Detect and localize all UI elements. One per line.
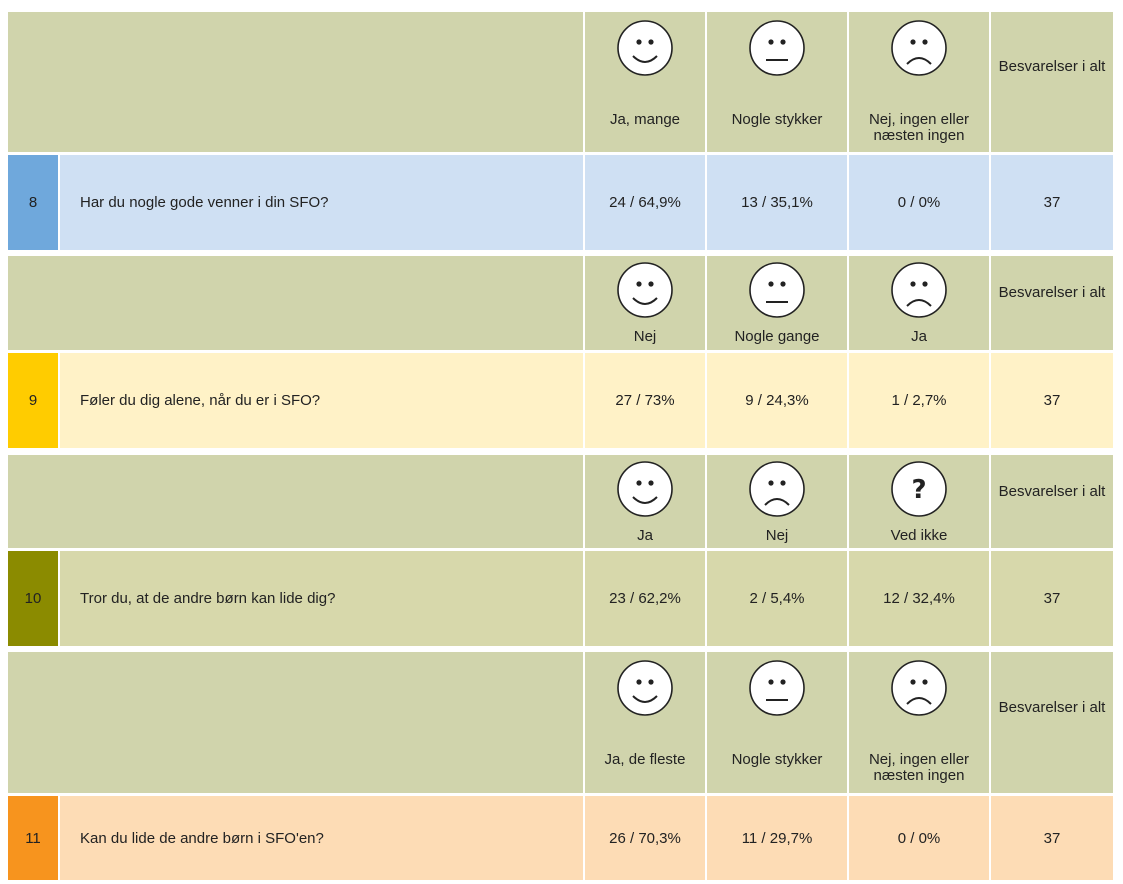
header-blank bbox=[8, 12, 583, 152]
option-header: Nej, ingen eller næsten ingen bbox=[849, 652, 989, 793]
total-cell: 37 bbox=[991, 551, 1113, 646]
total-header: Besvarelser i alt bbox=[991, 12, 1113, 152]
total-cell: 37 bbox=[991, 155, 1113, 250]
total-header: Besvarelser i alt bbox=[991, 652, 1113, 793]
option-header: Nej, ingen eller næsten ingen bbox=[849, 12, 989, 152]
option-header: Ja, mange bbox=[585, 12, 705, 152]
header-blank bbox=[8, 256, 583, 350]
option-label: Nogle stykker bbox=[731, 111, 823, 128]
answer-cell: 0 / 0% bbox=[849, 155, 989, 250]
option-label: Ja bbox=[911, 328, 927, 345]
option-header: Nej bbox=[585, 256, 705, 350]
total-header: Besvarelser i alt bbox=[991, 256, 1113, 350]
answer-cell: 27 / 73% bbox=[585, 353, 705, 448]
answer-cell: 23 / 62,2% bbox=[585, 551, 705, 646]
option-header: Ja bbox=[849, 256, 989, 350]
question-number: 8 bbox=[8, 155, 58, 250]
face-icon bbox=[749, 461, 805, 517]
option-label: Ja bbox=[637, 527, 653, 544]
total-header: Besvarelser i alt bbox=[991, 455, 1113, 548]
option-header: Nej bbox=[707, 455, 847, 548]
answer-cell: 0 / 0% bbox=[849, 796, 989, 880]
option-header: ? Ved ikke bbox=[849, 455, 989, 548]
face-icon bbox=[617, 262, 673, 318]
option-label: Ja, mange bbox=[609, 111, 681, 128]
option-label: Nej, ingen eller næsten ingen bbox=[868, 751, 970, 784]
answer-cell: 1 / 2,7% bbox=[849, 353, 989, 448]
face-icon bbox=[891, 262, 947, 318]
question-number: 9 bbox=[8, 353, 58, 448]
face-icon bbox=[617, 20, 673, 76]
face-icon bbox=[749, 262, 805, 318]
answer-cell: 11 / 29,7% bbox=[707, 796, 847, 880]
header-blank bbox=[8, 652, 583, 793]
option-label: Nej bbox=[633, 328, 657, 345]
option-label: Ved ikke bbox=[890, 527, 948, 544]
answer-cell: 12 / 32,4% bbox=[849, 551, 989, 646]
face-icon bbox=[617, 461, 673, 517]
option-label: Nogle stykker bbox=[731, 751, 823, 768]
question-text: Føler du dig alene, når du er i SFO? bbox=[60, 353, 583, 448]
answer-cell: 2 / 5,4% bbox=[707, 551, 847, 646]
question-text: Tror du, at de andre børn kan lide dig? bbox=[60, 551, 583, 646]
option-header: Nogle gange bbox=[707, 256, 847, 350]
face-icon bbox=[891, 660, 947, 716]
svg-text:?: ? bbox=[911, 475, 926, 505]
total-cell: 37 bbox=[991, 353, 1113, 448]
option-label: Ja, de fleste bbox=[604, 751, 686, 768]
answer-cell: 13 / 35,1% bbox=[707, 155, 847, 250]
face-icon bbox=[749, 660, 805, 716]
option-header: Ja, de fleste bbox=[585, 652, 705, 793]
face-icon bbox=[617, 660, 673, 716]
header-blank bbox=[8, 455, 583, 548]
face-icon bbox=[891, 20, 947, 76]
option-header: Nogle stykker bbox=[707, 652, 847, 793]
answer-cell: 26 / 70,3% bbox=[585, 796, 705, 880]
question-text: Kan du lide de andre børn i SFO'en? bbox=[60, 796, 583, 880]
question-number: 10 bbox=[8, 551, 58, 646]
option-header: Nogle stykker bbox=[707, 12, 847, 152]
answer-cell: 24 / 64,9% bbox=[585, 155, 705, 250]
face-icon bbox=[749, 20, 805, 76]
total-cell: 37 bbox=[991, 796, 1113, 880]
face-icon: ? bbox=[891, 461, 947, 517]
answer-cell: 9 / 24,3% bbox=[707, 353, 847, 448]
option-label: Nej, ingen eller næsten ingen bbox=[868, 111, 970, 144]
question-number: 11 bbox=[8, 796, 58, 880]
option-label: Nej bbox=[765, 527, 789, 544]
option-header: Ja bbox=[585, 455, 705, 548]
question-text: Har du nogle gode venner i din SFO? bbox=[60, 155, 583, 250]
option-label: Nogle gange bbox=[734, 328, 820, 345]
